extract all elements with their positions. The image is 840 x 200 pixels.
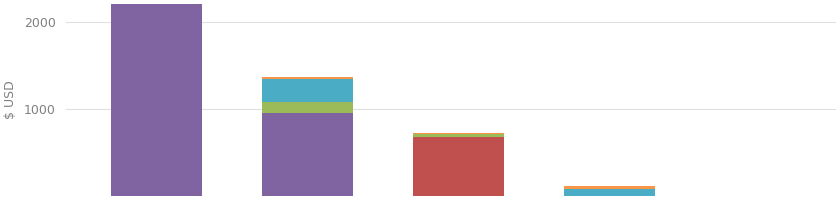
Bar: [262, 102, 353, 113]
Bar: [111, 0, 202, 196]
Bar: [262, 77, 353, 79]
Bar: [564, 189, 654, 196]
Bar: [564, 186, 654, 189]
Bar: [413, 134, 504, 137]
Bar: [413, 133, 504, 134]
Bar: [413, 137, 504, 196]
Bar: [262, 79, 353, 102]
Bar: [262, 113, 353, 196]
Y-axis label: $ USD: $ USD: [4, 81, 17, 119]
